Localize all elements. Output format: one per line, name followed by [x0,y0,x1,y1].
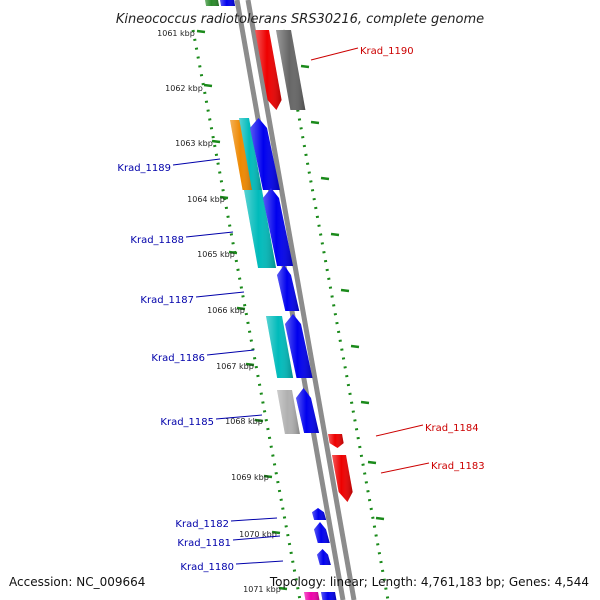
tick-mark [263,474,273,479]
gene-leader-line [232,535,281,541]
gene-feature-shading [255,30,282,110]
gene-feature-shading [296,388,320,433]
gene-label: Krad_1188 [130,235,184,246]
kbp-label: 1070 kbp [239,530,277,539]
tick-mark [236,306,246,311]
gene-feature-shading [239,118,262,190]
gene-label: Krad_1190 [360,46,414,57]
tick-mark [350,344,360,349]
gene-feature-shading [285,314,313,378]
tick-mark [367,460,377,465]
forward-dotted-guide [191,29,302,600]
gene-feature-shading [277,265,300,311]
gene-feature-shading [205,0,220,6]
kbp-label: 1065 kbp [197,250,235,259]
gene-leader-line [310,47,359,61]
gene-leader-line [172,158,221,166]
kbp-label: 1067 kbp [216,362,254,371]
gene-leader-line [235,560,284,565]
gene-leader-line [380,462,430,474]
tick-mark [211,139,221,144]
tick-mark [340,288,350,293]
tick-mark [320,176,330,181]
gene-label: Krad_1182 [175,519,229,530]
gene-feature-shading [266,316,294,378]
tick-mark [360,400,370,405]
tick-mark [310,120,320,125]
gene-feature-shading [314,522,330,543]
kbp-label: 1069 kbp [231,473,269,482]
kbp-label: 1064 kbp [187,195,225,204]
gene-feature-shading [230,120,254,190]
tick-mark [245,362,255,367]
gene-leader-line [206,349,255,356]
gene-label: Krad_1184 [425,423,479,434]
tick-mark [375,516,385,521]
tick-mark [300,64,310,69]
gene-feature-shading [332,455,353,502]
gene-feature-shading [250,118,280,190]
gene-feature-shading [317,549,331,565]
accession-text: Accession: NC_009664 [9,575,145,589]
gene-label: Krad_1185 [160,417,214,428]
tick-mark [278,586,288,591]
gene-leader-line [230,517,278,522]
gene-feature-shading [304,592,320,600]
gene-feature-shading [312,508,327,520]
map-title: Kineococcus radiotolerans SRS30216, comp… [116,12,484,27]
gene-feature-shading [328,434,344,448]
gene-leader-line [215,414,263,420]
gene-leader-line [375,424,424,437]
gene-feature-shading [263,188,294,266]
tick-mark [271,530,281,535]
kbp-label: 1066 kbp [207,306,245,315]
gene-feature-shading [244,190,277,268]
gene-label: Krad_1189 [117,163,171,174]
backbone-reverse-line [245,0,357,600]
gene-label: Krad_1181 [177,538,231,549]
gene-label: Krad_1183 [431,461,485,472]
kbp-label: 1062 kbp [165,84,203,93]
tick-mark [330,232,340,237]
tick-mark [254,418,264,423]
gene-feature-shading [276,30,306,110]
tick-mark [203,83,213,88]
kbp-label: 1068 kbp [225,417,263,426]
gene-feature-shading [220,0,236,6]
gene-label: Krad_1186 [151,353,205,364]
gene-leader-line [195,291,245,298]
gene-label: Krad_1187 [140,295,194,306]
tick-mark [196,29,206,34]
kbp-label: 1061 kbp [157,29,195,38]
kbp-label: 1063 kbp [175,139,213,148]
gene-feature-shading [321,592,337,600]
tick-mark [228,250,238,255]
gene-feature-shading [277,390,300,434]
reverse-dotted-guide [281,29,390,600]
kbp-label: 1071 kbp [243,585,281,594]
gene-label: Krad_1180 [180,562,234,573]
genome-summary-text: Topology: linear; Length: 4,761,183 bp; … [269,575,589,589]
gene-leader-line [185,231,234,238]
tick-mark [219,195,229,200]
